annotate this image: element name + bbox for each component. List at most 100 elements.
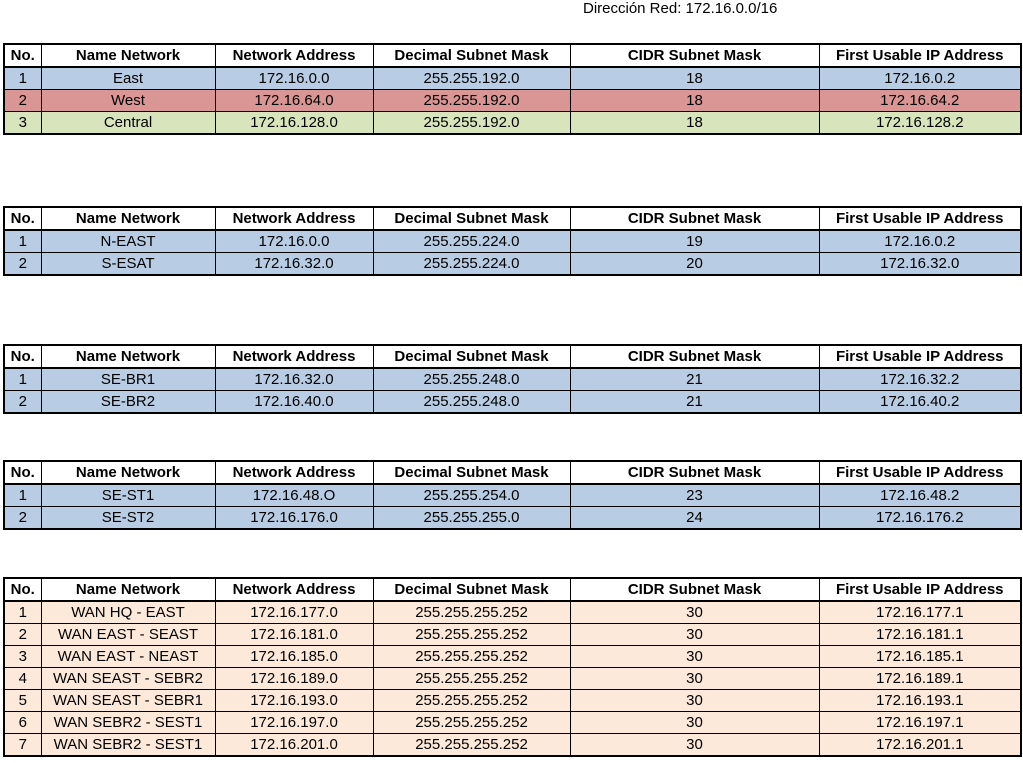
cell: 172.16.189.0 [214,667,374,690]
column-header: Network Address [214,344,374,369]
data-row: 2 SE-BR2 172.16.40.0 255.255.248.0 21 172.16.… [3,390,1022,414]
column-header: CIDR Subnet Mask [569,577,820,602]
cell: 172.16.0.0 [214,229,374,253]
cell: 255.255.255.252 [372,689,571,712]
cell: SE-BR1 [40,367,216,391]
cell: 1 [3,66,42,90]
cell: 172.16.201.0 [214,733,374,757]
data-row: 3 WAN EAST - NEAST 172.16.185.0 255.255.255… [3,645,1022,668]
cell: WAN HQ - EAST [40,600,216,624]
cell: 172.16.0.2 [818,66,1022,90]
cell: 172.16.201.1 [818,733,1022,757]
cell: 172.16.128.2 [818,111,1022,135]
cell: 172.16.176.0 [214,506,374,530]
cell: 172.16.177.1 [818,600,1022,624]
cell: 172.16.177.0 [214,600,374,624]
cell: 255.255.255.252 [372,600,571,624]
data-row: 1 N-EAST 172.16.0.0 255.255.224.0 19 172.16.0… [3,229,1022,253]
column-header: Network Address [214,460,374,485]
data-row: 5 WAN SEAST - SEBR1 172.16.193.0 255.255.25… [3,689,1022,712]
column-header: First Usable IP Address [818,577,1022,602]
page-title: Dirección Red: 172.16.0.0/16 [583,0,778,17]
subnet-table: No. Name Network Network Address Decimal Su… [3,43,1022,135]
data-row: 1 East 172.16.0.0 255.255.192.0 18 172.16.0.2 [3,66,1022,90]
cell: 172.16.197.0 [214,711,374,734]
cell: SE-ST1 [40,483,216,507]
cell: 255.255.224.0 [372,229,571,253]
cell: 1 [3,600,42,624]
header-row: No. Name Network Network Address Decimal Su… [3,43,1022,68]
cell: 255.255.248.0 [372,367,571,391]
header-row: No. Name Network Network Address Decimal Su… [3,344,1022,369]
data-row: 2 S-ESAT 172.16.32.0 255.255.224.0 20 172.16.… [3,252,1022,276]
cell: 172.16.32.0 [214,252,374,276]
column-header: No. [3,206,42,231]
data-row: 1 WAN HQ - EAST 172.16.177.0 255.255.255.25… [3,600,1022,624]
cell: 2 [3,89,42,112]
cell: 172.16.48.2 [818,483,1022,507]
column-header: Decimal Subnet Mask [372,344,571,369]
cell: WAN SEAST - SEBR1 [40,689,216,712]
cell: 3 [3,111,42,135]
cell: SE-BR2 [40,390,216,414]
cell: WAN EAST - NEAST [40,645,216,668]
cell: SE-ST2 [40,506,216,530]
cell: 172.16.181.0 [214,623,374,646]
subnet-table: No. Name Network Network Address Decimal Su… [3,577,1022,757]
column-header: CIDR Subnet Mask [569,344,820,369]
cell: Central [40,111,216,135]
cell: 172.16.32.0 [818,252,1022,276]
data-row: 4 WAN SEAST - SEBR2 172.16.189.0 255.255.25… [3,667,1022,690]
column-header: No. [3,577,42,602]
cell: 172.16.181.1 [818,623,1022,646]
cell: 172.16.32.0 [214,367,374,391]
cell: 30 [569,600,820,624]
cell: WAN EAST - SEAST [40,623,216,646]
data-row: 3 Central 172.16.128.0 255.255.192.0 18 172.1… [3,111,1022,135]
column-header: Network Address [214,206,374,231]
cell: 4 [3,667,42,690]
cell: 19 [569,229,820,253]
column-header: CIDR Subnet Mask [569,43,820,68]
column-header: First Usable IP Address [818,43,1022,68]
subnet-table: No. Name Network Network Address Decimal Su… [3,206,1022,276]
cell: 21 [569,367,820,391]
cell: 255.255.255.252 [372,623,571,646]
cell: 21 [569,390,820,414]
cell: 18 [569,111,820,135]
cell: 5 [3,689,42,712]
subnet-table: No. Name Network Network Address Decimal Su… [3,344,1022,414]
cell: 172.16.193.1 [818,689,1022,712]
column-header: Name Network [40,577,216,602]
column-header: Decimal Subnet Mask [372,460,571,485]
cell: 255.255.248.0 [372,390,571,414]
column-header: No. [3,460,42,485]
cell: 172.16.189.1 [818,667,1022,690]
cell: 1 [3,483,42,507]
column-header: First Usable IP Address [818,460,1022,485]
cell: 172.16.197.1 [818,711,1022,734]
cell: 255.255.192.0 [372,111,571,135]
cell: 30 [569,689,820,712]
column-header: Name Network [40,206,216,231]
cell: 1 [3,229,42,253]
cell: 255.255.255.252 [372,711,571,734]
cell: 172.16.48.O [214,483,374,507]
cell: 2 [3,252,42,276]
cell: 30 [569,623,820,646]
cell: 23 [569,483,820,507]
column-header: Name Network [40,460,216,485]
cell: 172.16.40.0 [214,390,374,414]
cell: 2 [3,390,42,414]
cell: WAN SEBR2 - SEST1 [40,733,216,757]
column-header: Decimal Subnet Mask [372,206,571,231]
cell: 3 [3,645,42,668]
data-row: 7 WAN SEBR2 - SEST1 172.16.201.0 255.255.25… [3,733,1022,757]
column-header: CIDR Subnet Mask [569,206,820,231]
cell: 172.16.64.0 [214,89,374,112]
cell: 172.16.0.2 [818,229,1022,253]
cell: 30 [569,667,820,690]
cell: 7 [3,733,42,757]
cell: WAN SEBR2 - SEST1 [40,711,216,734]
